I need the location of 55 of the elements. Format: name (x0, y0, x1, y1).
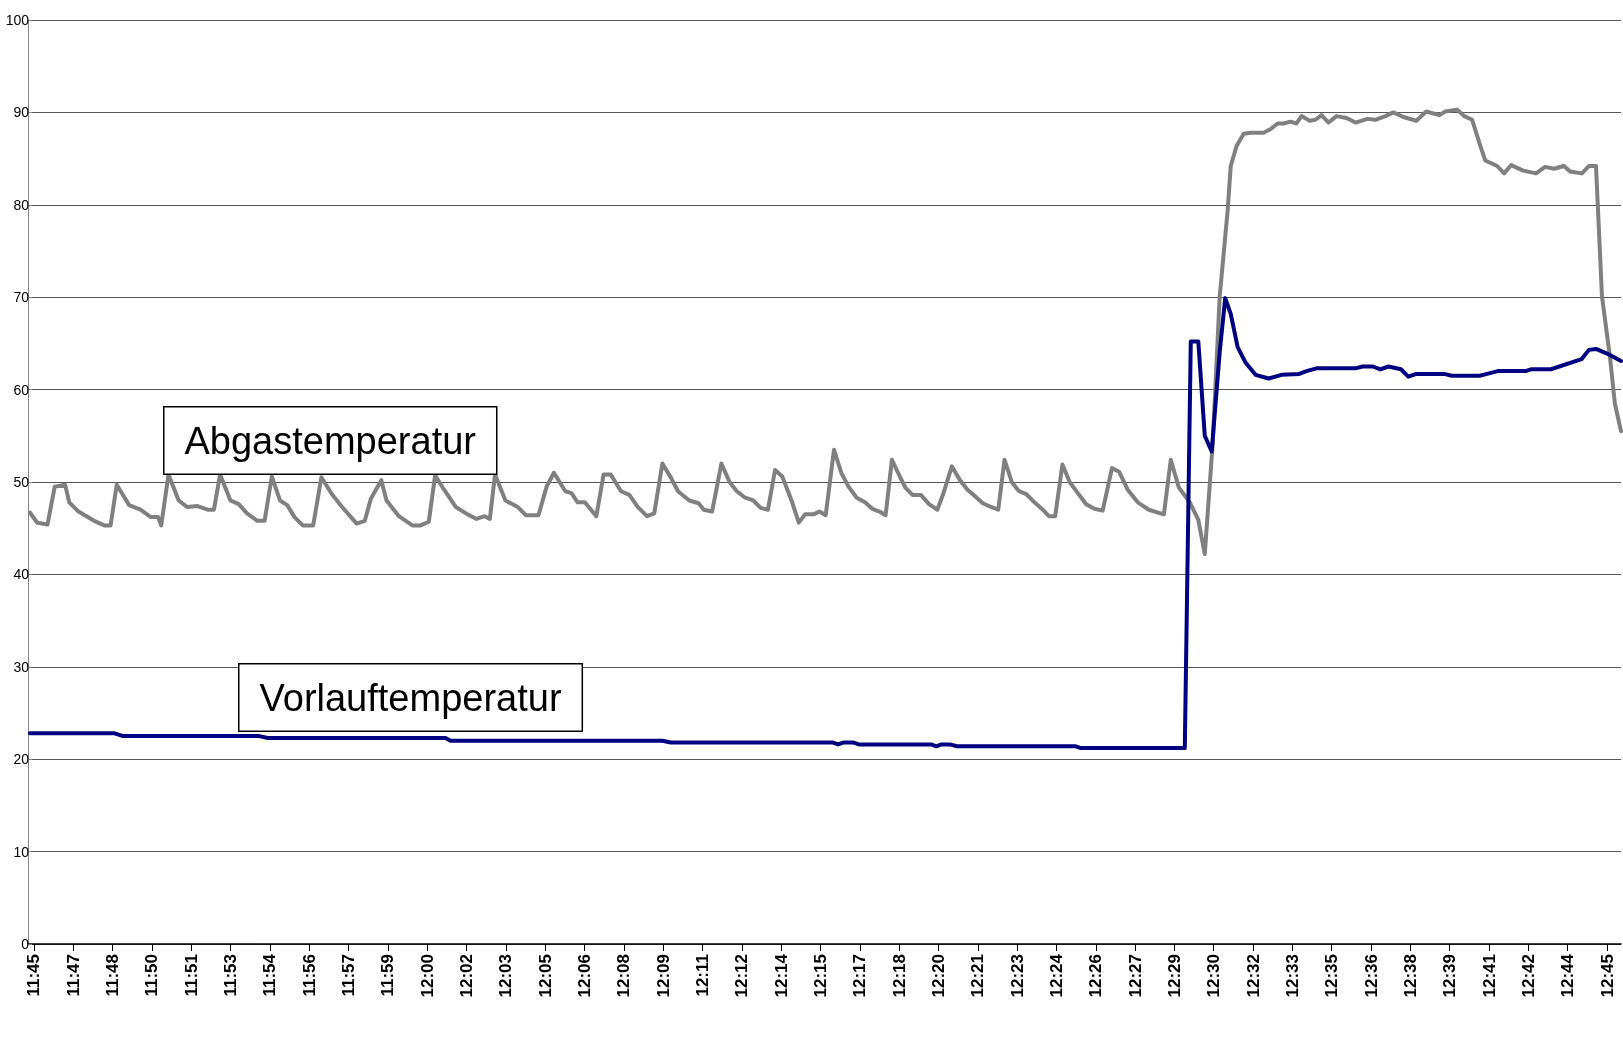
x-tick-label: 12:21 (968, 954, 988, 998)
x-tick-label: 12:39 (1440, 954, 1460, 998)
x-tick-label: 12:44 (1558, 953, 1578, 998)
x-tick-label: 12:06 (575, 954, 595, 998)
x-tick-label: 11:59 (378, 954, 398, 997)
x-tick-label: 11:45 (24, 954, 44, 997)
x-tick-label: 11:51 (181, 954, 201, 997)
x-tick-label: 12:23 (1007, 954, 1027, 998)
x-tick-label: 11:50 (142, 954, 162, 997)
x-tick-label: 12:29 (1164, 954, 1184, 998)
y-tick-label: 10 (13, 843, 30, 860)
y-tick-label: 80 (13, 196, 30, 213)
x-tick-label: 12:08 (614, 954, 634, 998)
x-tick-label: 12:09 (653, 954, 673, 998)
x-tick-label: 12:15 (810, 954, 830, 998)
x-tick-label: 12:14 (771, 953, 791, 998)
x-tick-label: 12:42 (1518, 954, 1538, 998)
x-tick-label: 12:33 (1282, 954, 1302, 998)
x-tick-label: 12:02 (457, 954, 477, 998)
y-tick-label: 40 (13, 566, 30, 583)
x-tick-label: 12:27 (1125, 954, 1145, 998)
y-tick-label: 30 (13, 658, 30, 675)
x-tick-label: 12:20 (928, 954, 948, 998)
x-tick-label: 11:47 (63, 954, 83, 997)
y-tick-label: 0 (21, 936, 30, 952)
series-label: Abgastemperatur (184, 419, 477, 462)
x-tick-label: 12:05 (535, 954, 555, 998)
y-tick-label: 90 (13, 104, 30, 121)
x-tick-label: 11:53 (221, 954, 241, 997)
x-tick-label: 12:41 (1479, 954, 1499, 998)
x-tick-label: 12:35 (1322, 954, 1342, 998)
x-tick-label: 12:32 (1243, 954, 1263, 998)
y-tick-label: 60 (13, 381, 30, 398)
series-label: Vorlauftemperatur (259, 676, 562, 719)
line-series (27, 296, 1623, 751)
x-tick-label: 11:54 (260, 953, 280, 997)
x-tick-label: 12:24 (1046, 953, 1066, 998)
x-tick-label: 11:48 (103, 954, 123, 997)
y-tick-label: 70 (13, 289, 30, 306)
x-tick-label: 12:17 (850, 954, 870, 998)
x-tick-label: 12:18 (889, 954, 909, 998)
x-tick-label: 12:11 (693, 954, 713, 997)
x-tick-label: 12:12 (732, 954, 752, 998)
x-tick-label: 12:30 (1204, 954, 1224, 998)
x-tick-label: 12:00 (417, 954, 437, 998)
y-tick-label: 20 (13, 751, 30, 768)
x-tick-label: 11:57 (339, 954, 359, 997)
x-tick-label: 11:56 (299, 954, 319, 997)
x-tick-label: 12:38 (1400, 954, 1420, 998)
x-tick-label: 12:45 (1597, 954, 1617, 998)
x-tick-label: 12:03 (496, 954, 516, 998)
y-tick-label: 50 (13, 474, 30, 490)
x-tick-label: 12:26 (1086, 954, 1106, 998)
x-tick-label: 12:36 (1361, 954, 1381, 998)
y-tick-label: 100 (5, 12, 30, 28)
